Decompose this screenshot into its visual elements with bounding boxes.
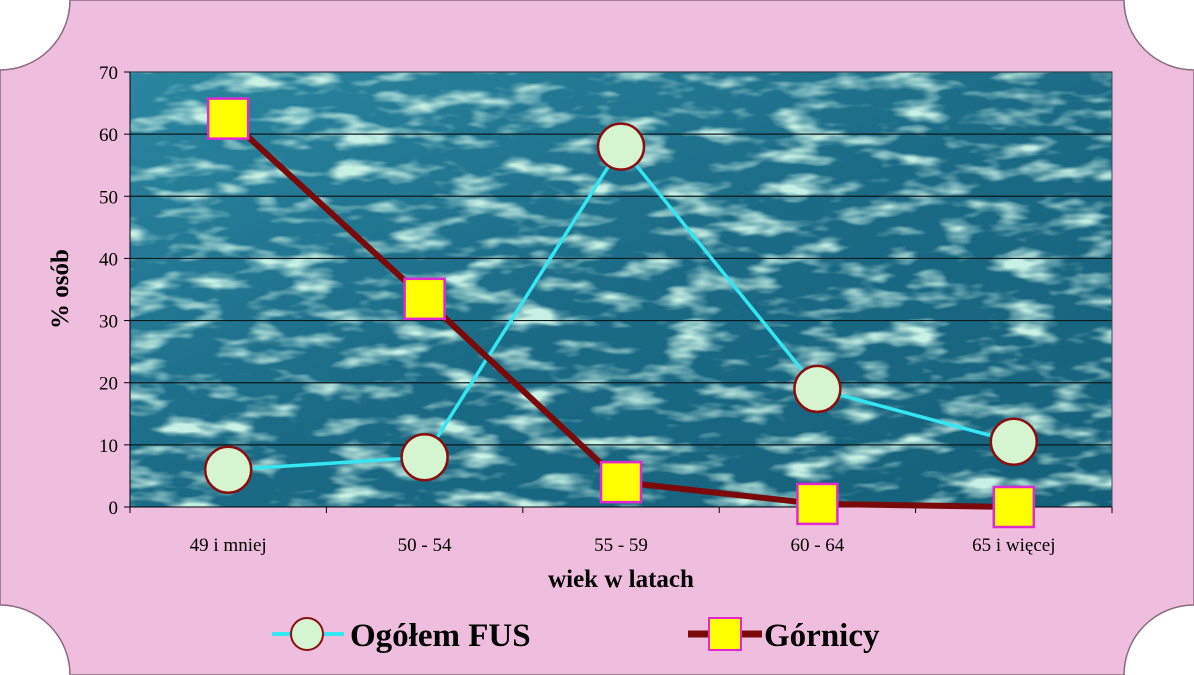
y-tick-label: 50 (99, 187, 118, 208)
legend-marker-ogolem-fus (290, 617, 324, 651)
y-tick-label: 20 (99, 374, 118, 395)
legend-label-ogolem-fus: Ogółem FUS (350, 618, 531, 654)
series-0-point (596, 122, 646, 171)
y-tick-label: 0 (109, 498, 119, 519)
series-0-point (400, 433, 449, 482)
series-1-point (796, 482, 839, 526)
axes: 0 10 20 30 40 50 60 70 49 i mniej 50 - 54 55 - 59 6… (99, 63, 1113, 556)
x-tick-label: 49 i mniej (190, 535, 267, 556)
x-tick-label: 55 - 59 (594, 535, 648, 556)
series-1-point (599, 460, 643, 504)
x-tick-label: 50 - 54 (398, 535, 452, 556)
series-1-point (992, 485, 1036, 529)
y-tick-label: 10 (99, 436, 118, 457)
x-axis-title: wiek w latach (548, 566, 694, 593)
series-0-point (203, 445, 253, 494)
y-axis-title: % osób (47, 249, 74, 329)
legend: Ogółem FUS Górnicy (272, 617, 880, 654)
series-0-point (989, 417, 1039, 466)
y-tick-label: 70 (99, 63, 118, 84)
y-tick-label: 30 (99, 312, 118, 333)
series-layer (203, 97, 1039, 529)
x-tick-label: 65 i więcej (972, 535, 1055, 556)
series-0-point (793, 364, 842, 414)
y-tick-label: 60 (99, 125, 118, 146)
x-tick-label: 60 - 64 (790, 535, 844, 556)
series-1-point (403, 277, 446, 321)
legend-marker-gornicy (708, 617, 742, 651)
legend-label-gornicy: Górnicy (764, 618, 880, 654)
y-tick-label: 40 (99, 249, 118, 270)
series-1-point (206, 97, 250, 140)
